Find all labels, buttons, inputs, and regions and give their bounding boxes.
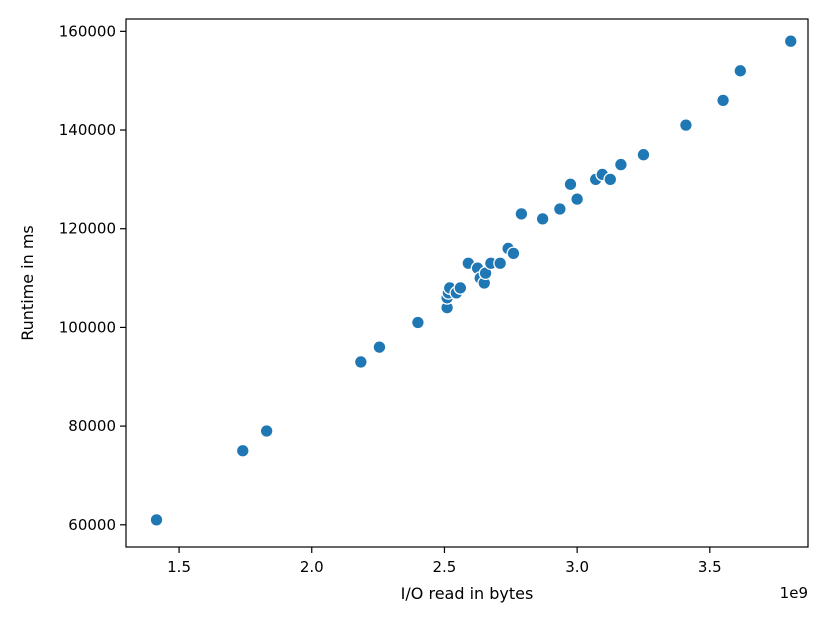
x-axis-ticks: 1.5 2.0 2.5 3.0 3.5: [167, 547, 722, 576]
scatter-point: [493, 256, 508, 271]
y-tick-label: 160000: [59, 22, 116, 40]
scatter-point: [552, 202, 567, 216]
x-tick-label: 2.0: [300, 558, 324, 576]
scatter-point: [235, 443, 250, 458]
scatter-point: [149, 512, 164, 527]
scatter-point: [636, 147, 651, 162]
scatter-point: [733, 63, 748, 78]
scatter-point: [506, 246, 521, 261]
scatter-point: [453, 280, 468, 295]
data-points: [149, 34, 798, 527]
scatter-point: [535, 211, 550, 226]
scatter-point: [259, 424, 274, 438]
scatter-point: [783, 34, 798, 49]
scatter-point: [613, 157, 628, 172]
x-axis-offset-label: 1e9: [780, 584, 808, 602]
scatter-point: [514, 206, 529, 221]
x-tick-label: 3.5: [698, 558, 722, 576]
scatter-point: [410, 315, 425, 330]
y-tick-label: 120000: [59, 220, 116, 238]
y-tick-label: 100000: [59, 318, 116, 336]
y-tick-label: 140000: [59, 121, 116, 139]
x-tick-label: 3.0: [565, 558, 589, 576]
scatter-point: [570, 192, 585, 207]
x-axis-label: I/O read in bytes: [401, 584, 534, 603]
scatter-point: [716, 93, 731, 108]
scatter-point: [603, 172, 618, 187]
y-tick-label: 60000: [68, 516, 116, 534]
y-tick-label: 80000: [68, 417, 116, 435]
y-axis-label: Runtime in ms: [18, 225, 37, 341]
x-tick-label: 2.5: [433, 558, 457, 576]
scatter-point: [353, 355, 368, 369]
x-tick-label: 1.5: [167, 558, 191, 576]
scatter-point: [372, 340, 387, 355]
scatter-point: [678, 118, 693, 133]
plot-frame: [125, 18, 809, 548]
y-axis-ticks: 60000 80000 100000 120000 140000 160000: [59, 22, 126, 534]
scatter-point: [563, 177, 578, 192]
